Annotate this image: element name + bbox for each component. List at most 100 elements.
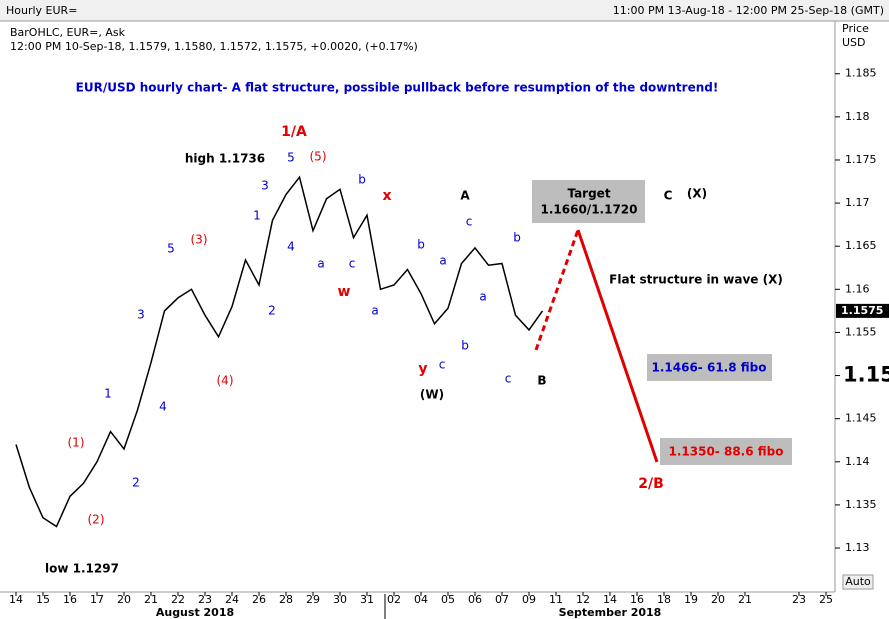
- y-tick-label: 1.145: [845, 412, 877, 425]
- x-tick-label: 30: [333, 593, 347, 606]
- x-tick-label: 24: [225, 593, 239, 606]
- wave-label: a: [317, 257, 324, 271]
- legend-line: 12:00 PM 10-Sep-18, 1.1579, 1.1580, 1.15…: [10, 40, 418, 53]
- x-tick-label: 23: [792, 593, 806, 606]
- projection-line: [576, 229, 659, 463]
- wave-label: 4: [159, 400, 167, 414]
- x-tick-label: 04: [414, 593, 428, 606]
- month-label: August 2018: [156, 606, 234, 619]
- y-axis-marker: 1.15: [843, 363, 889, 387]
- x-tick-label: 23: [198, 593, 212, 606]
- fibo-box: [647, 354, 772, 381]
- fibo-label: 1.1466- 61.8 fibo: [652, 361, 767, 375]
- x-tick-label: 20: [117, 593, 131, 606]
- wave-label: 1/A: [281, 124, 307, 140]
- wave-label: 2/B: [638, 476, 664, 492]
- x-tick-label: 14: [9, 593, 23, 606]
- x-tick-label: 06: [468, 593, 482, 606]
- target-label: Target: [567, 187, 610, 201]
- wave-label: (1): [68, 436, 85, 450]
- month-label: September 2018: [559, 606, 662, 619]
- wave-label: (W): [420, 388, 444, 402]
- x-tick-label: 16: [63, 593, 77, 606]
- y-tick-label: 1.155: [845, 325, 877, 338]
- wave-label: b: [513, 231, 521, 245]
- header-bar: [0, 0, 889, 21]
- y-tick-label: 1.18: [845, 110, 870, 123]
- auto-button-label[interactable]: Auto: [845, 575, 871, 588]
- x-tick-label: 18: [657, 593, 671, 606]
- wave-label: 1: [253, 209, 261, 223]
- wave-label: 4: [287, 240, 295, 254]
- y-tick-label: 1.14: [845, 455, 870, 468]
- wave-label: (X): [687, 187, 707, 201]
- x-tick-label: 21: [738, 593, 752, 606]
- wave-label: 2: [268, 304, 276, 318]
- y-tick-label: 1.165: [845, 239, 877, 252]
- x-tick-label: 29: [306, 593, 320, 606]
- y-tick-label: 1.17: [845, 196, 870, 209]
- y-tick-label: 1.16: [845, 282, 870, 295]
- x-tick-label: 09: [522, 593, 536, 606]
- wave-label: b: [461, 339, 469, 353]
- wave-label: y: [418, 361, 427, 377]
- x-tick-label: 20: [711, 593, 725, 606]
- price-line: [15, 175, 544, 528]
- wave-label: 5: [287, 151, 295, 165]
- y-tick-label: 1.13: [845, 541, 870, 554]
- x-tick-label: 28: [279, 593, 293, 606]
- x-tick-label: 15: [36, 593, 50, 606]
- wave-label: high 1.1736: [185, 152, 265, 166]
- wave-label: b: [417, 238, 425, 252]
- wave-label: w: [338, 284, 351, 300]
- x-tick-label: 12: [576, 593, 590, 606]
- x-tick-label: 02: [387, 593, 401, 606]
- wave-label: c: [349, 257, 356, 271]
- target-box: [532, 180, 645, 223]
- x-tick-label: 17: [90, 593, 104, 606]
- chart-title: EUR/USD hourly chart- A flat structure, …: [76, 81, 719, 95]
- wave-label: b: [358, 173, 366, 187]
- wave-label: 3: [261, 179, 269, 193]
- legend-line: BarOHLC, EUR=, Ask: [10, 26, 126, 39]
- fibo-box: [660, 438, 792, 465]
- wave-label: c: [505, 372, 512, 386]
- window-title: Hourly EUR=: [6, 4, 77, 17]
- wave-label: 5: [167, 242, 175, 256]
- wave-label: 3: [137, 308, 145, 322]
- x-tick-label: 25: [819, 593, 833, 606]
- y-tick-label: 1.185: [845, 67, 877, 80]
- wave-label: (3): [191, 233, 208, 247]
- wave-label: A: [460, 189, 470, 203]
- wave-label: 2: [132, 476, 140, 490]
- target-value: 1.1660/1.1720: [541, 203, 638, 217]
- axis-unit: USD: [842, 36, 866, 49]
- x-tick-label: 07: [495, 593, 509, 606]
- time-range: 11:00 PM 13-Aug-18 - 12:00 PM 25-Sep-18 …: [613, 4, 884, 17]
- x-tick-label: 22: [171, 593, 185, 606]
- x-tick-label: 16: [630, 593, 644, 606]
- wave-label: B: [537, 374, 546, 388]
- wave-label: a: [479, 290, 486, 304]
- last-price-box: [836, 303, 889, 318]
- x-tick-label: 26: [252, 593, 266, 606]
- last-price-label: 1.1575: [841, 304, 883, 317]
- wave-label: a: [439, 254, 446, 268]
- auto-button[interactable]: [842, 574, 874, 590]
- projection-dashed: [534, 229, 580, 351]
- x-tick-label: 14: [603, 593, 617, 606]
- wave-label: C: [664, 189, 673, 203]
- wave-label: (4): [217, 374, 234, 388]
- wave-label: c: [439, 358, 446, 372]
- y-tick-label: 1.175: [845, 153, 877, 166]
- x-tick-label: 19: [684, 593, 698, 606]
- wave-label: c: [466, 215, 473, 229]
- wave-label: x: [382, 188, 391, 204]
- x-tick-label: 11: [549, 593, 563, 606]
- wave-label: a: [371, 304, 378, 318]
- x-tick-label: 05: [441, 593, 455, 606]
- x-tick-label: 21: [144, 593, 158, 606]
- y-tick-label: 1.135: [845, 498, 877, 511]
